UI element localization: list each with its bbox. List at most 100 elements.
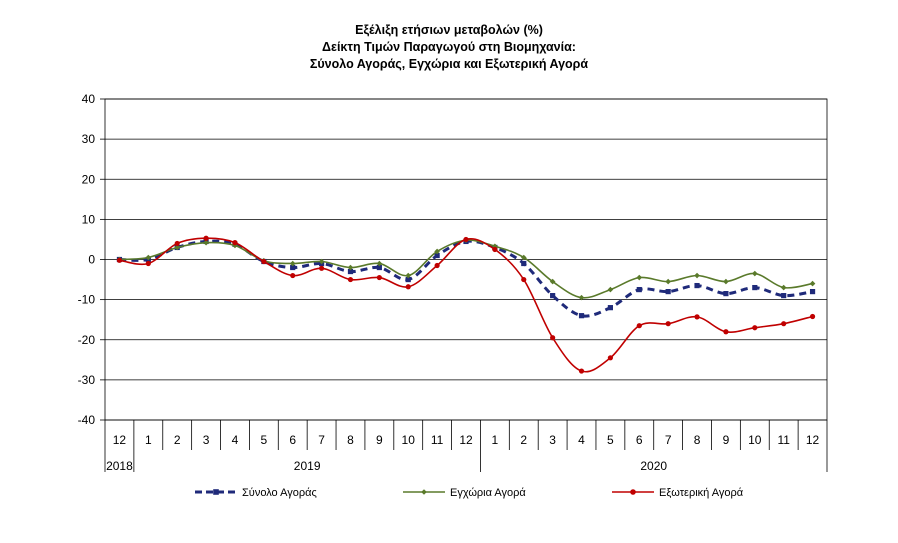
chart-title-line-1: Εξέλιξη ετήσιων μεταβολών (%) xyxy=(355,23,543,37)
data-point xyxy=(405,284,411,290)
x-tick-label: 2 xyxy=(520,433,527,447)
legend-label: Εγχώρια Αγορά xyxy=(450,487,526,499)
x-tick-label: 12 xyxy=(459,433,473,447)
x-tick-label: 12 xyxy=(113,433,127,447)
data-point xyxy=(174,240,180,247)
data-point xyxy=(434,262,440,269)
legend: Σύνολο Αγοράς Εγχώρια Αγορά Εξωτερική Αγορ… xyxy=(195,487,744,499)
x-tick-label: 11 xyxy=(777,433,790,447)
x-tick-label: 4 xyxy=(232,433,239,447)
legend-item: Εξωτερική Αγορά xyxy=(612,487,744,499)
data-point xyxy=(781,321,787,327)
data-point xyxy=(781,293,787,299)
data-point xyxy=(550,335,556,341)
x-tick-label: 8 xyxy=(694,433,701,447)
x-tick-label: 5 xyxy=(607,433,614,447)
year-label: 2020 xyxy=(640,459,667,473)
data-point xyxy=(752,270,758,277)
data-point xyxy=(347,276,354,283)
x-tick-label: 12 xyxy=(806,433,820,447)
year-label: 2019 xyxy=(294,459,321,473)
x-tick-label: 6 xyxy=(289,433,296,447)
data-point xyxy=(549,278,556,285)
data-point xyxy=(492,243,498,250)
y-tick-label: 0 xyxy=(88,253,95,267)
x-tick-label: 2 xyxy=(174,433,181,447)
gridlines xyxy=(105,98,827,421)
y-tick-label: -20 xyxy=(78,333,96,347)
data-point xyxy=(145,254,152,261)
x-tick-label: 1 xyxy=(145,433,152,447)
chart-title-line-2: Δείκτη Τιμών Παραγωγού στη Βιομηχανία: xyxy=(322,40,576,54)
x-tick-label: 11 xyxy=(431,433,444,447)
year-label: 2018 xyxy=(106,459,133,473)
data-point xyxy=(174,244,180,251)
y-tick-label: 40 xyxy=(82,92,96,106)
legend-marker xyxy=(213,489,219,495)
data-point xyxy=(636,274,643,281)
data-point xyxy=(694,314,700,320)
data-point xyxy=(116,257,123,263)
data-point xyxy=(636,323,642,329)
data-point xyxy=(145,260,151,267)
data-point xyxy=(809,280,816,287)
x-tick-label: 10 xyxy=(402,433,416,447)
legend-label: Εξωτερική Αγορά xyxy=(659,487,744,499)
data-point xyxy=(752,325,758,331)
x-tick-label: 6 xyxy=(636,433,643,447)
legend-item: Εγχώρια Αγορά xyxy=(403,487,526,499)
data-point xyxy=(607,305,613,311)
x-tick-label: 4 xyxy=(578,433,585,447)
data-point xyxy=(232,242,238,249)
legend-label: Σύνολο Αγοράς xyxy=(242,487,317,499)
series-layer xyxy=(116,235,816,374)
data-point xyxy=(405,276,411,283)
data-point xyxy=(434,252,440,259)
data-point xyxy=(694,272,700,279)
data-point xyxy=(665,321,671,327)
data-point xyxy=(578,294,585,301)
data-point xyxy=(607,286,614,293)
data-point xyxy=(289,260,296,267)
x-tick-label: 5 xyxy=(260,433,267,447)
x-tick-label: 1 xyxy=(492,433,499,447)
data-point xyxy=(578,313,585,319)
y-axis: 40 30 20 10 0 -10 -20 -30 -40 xyxy=(78,92,105,427)
data-point xyxy=(232,240,238,246)
data-point xyxy=(492,246,498,253)
data-point xyxy=(578,368,585,374)
x-tick-label: 3 xyxy=(549,433,556,447)
y-tick-label: 20 xyxy=(82,172,96,186)
x-tick-label: 3 xyxy=(203,433,210,447)
data-point xyxy=(636,286,642,293)
data-point xyxy=(319,265,325,271)
data-point xyxy=(607,355,614,361)
data-point xyxy=(376,274,382,281)
y-tick-label: -10 xyxy=(78,293,96,307)
data-point xyxy=(521,260,527,267)
data-point xyxy=(290,264,296,271)
data-point xyxy=(376,264,382,271)
data-point xyxy=(434,248,440,255)
x-tick-label: 8 xyxy=(347,433,354,447)
data-point xyxy=(290,272,296,279)
series-3 xyxy=(116,235,816,374)
x-tick-label: 7 xyxy=(318,433,325,447)
legend-marker xyxy=(421,489,427,495)
data-point xyxy=(203,235,209,241)
data-point xyxy=(723,329,729,335)
data-point xyxy=(780,284,787,291)
y-tick-label: -30 xyxy=(78,373,96,387)
data-point xyxy=(347,268,354,275)
y-tick-label: 30 xyxy=(82,132,96,146)
data-point xyxy=(694,282,700,289)
y-tick-label: -40 xyxy=(78,413,96,427)
y-tick-label: 10 xyxy=(82,212,96,226)
data-point xyxy=(203,239,209,246)
data-point xyxy=(405,272,412,279)
legend-item: Σύνολο Αγοράς xyxy=(195,487,317,499)
data-point xyxy=(809,313,816,320)
x-tick-label: 9 xyxy=(376,433,383,447)
